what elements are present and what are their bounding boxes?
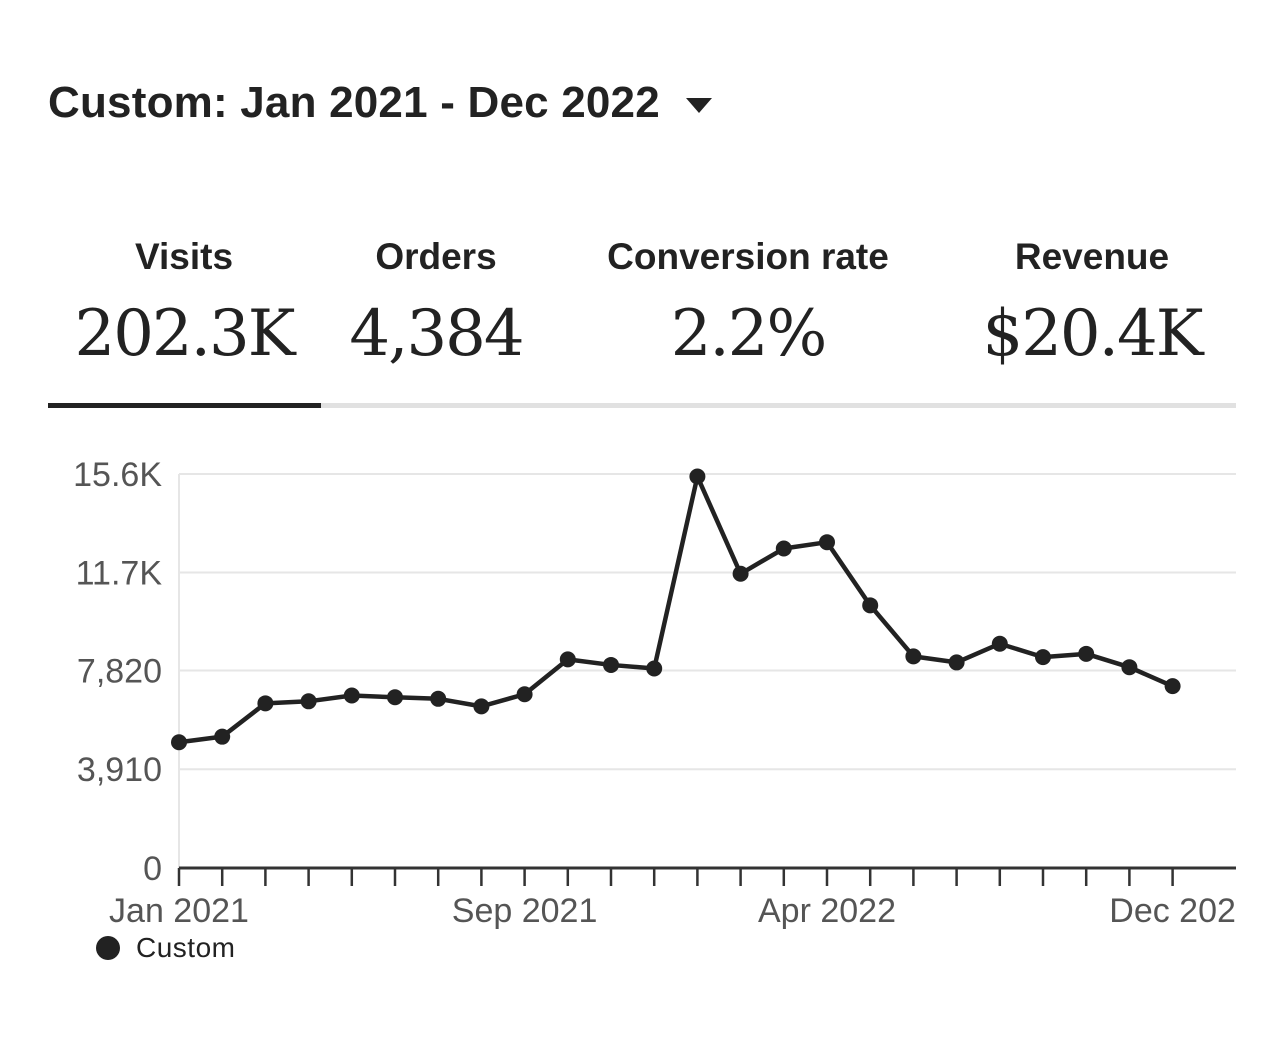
date-range-dropdown[interactable]: Custom: Jan 2021 - Dec 2022 [48, 78, 712, 128]
y-tick-label: 15.6K [73, 456, 162, 494]
y-tick-label: 11.7K [76, 555, 163, 593]
data-point [905, 648, 922, 665]
data-point [1035, 649, 1051, 666]
y-tick-label: 3,910 [77, 751, 162, 789]
data-point [1121, 659, 1138, 676]
data-point [948, 654, 965, 671]
data-point [473, 698, 490, 715]
data-point [991, 635, 1008, 652]
data-point [171, 734, 187, 751]
data-point [732, 565, 749, 582]
metric-tab-revenue[interactable]: Revenue $20.4K [948, 232, 1236, 372]
chart-legend: Custom [96, 932, 235, 964]
data-point [775, 540, 792, 557]
metric-label: Conversion rate [607, 236, 889, 277]
data-point [214, 728, 231, 745]
x-tick-label: Dec 202 [1109, 892, 1236, 930]
metric-value: 202.3K [74, 297, 295, 371]
legend-marker [96, 936, 120, 960]
metric-tab-track [48, 403, 1236, 408]
metric-value: $20.4K [982, 297, 1203, 371]
data-point [862, 597, 879, 614]
metric-tab-conversion-rate[interactable]: Conversion rate 2.2% [578, 232, 918, 372]
data-point [1164, 678, 1181, 695]
legend-label: Custom [136, 932, 236, 963]
metric-value: 2.2% [670, 297, 828, 371]
data-point [257, 695, 274, 712]
data-point [689, 468, 706, 485]
data-point [646, 660, 663, 677]
data-point [559, 651, 576, 668]
metric-tab-visits[interactable]: Visits 202.3K [48, 232, 320, 372]
data-point [430, 690, 447, 707]
metric-value: 4,384 [349, 297, 524, 371]
x-tick-label: Sep 2021 [452, 892, 598, 930]
series-line [176, 474, 1175, 745]
data-point [516, 686, 533, 703]
metric-tabs: Visits 202.3K Orders 4,384 Conversion ra… [48, 232, 1236, 412]
x-tick-label: Apr 2022 [758, 892, 896, 930]
x-tick-label: Jan 2021 [109, 892, 249, 930]
metric-label: Revenue [1014, 236, 1170, 277]
caret-down-icon [685, 97, 712, 113]
data-point [387, 689, 403, 706]
y-tick-label: 7,820 [77, 652, 162, 690]
data-point [603, 656, 619, 673]
metric-label: Visits [134, 236, 234, 277]
metric-label: Orders [375, 236, 497, 277]
data-point [300, 693, 317, 710]
active-tab-indicator [48, 403, 321, 408]
data-point [343, 687, 360, 704]
date-range-label: Custom: Jan 2021 - Dec 2022 [48, 78, 660, 127]
y-tick-label: 0 [143, 850, 162, 888]
metric-tab-orders[interactable]: Orders 4,384 [320, 232, 552, 372]
visits-line-chart: 0 3,910 7,820 11.7K 15.6K Jan 2021 Sep 2021 Apr… [73, 456, 1236, 930]
data-point [819, 534, 835, 551]
data-point [1078, 645, 1095, 662]
